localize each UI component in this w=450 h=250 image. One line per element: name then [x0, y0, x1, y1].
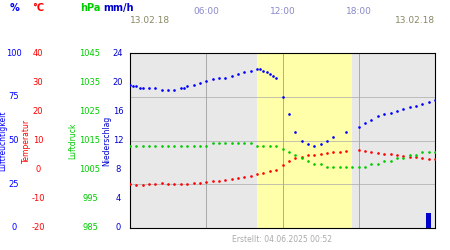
Text: 40: 40 [33, 48, 43, 58]
Text: 1045: 1045 [80, 48, 100, 58]
Text: -10: -10 [31, 194, 45, 203]
Text: 10: 10 [33, 136, 43, 145]
Text: 0: 0 [115, 224, 121, 232]
Text: 20: 20 [33, 107, 43, 116]
Bar [257, 53, 352, 228]
Text: 1025: 1025 [80, 107, 100, 116]
Text: 16: 16 [112, 107, 123, 116]
Text: 1015: 1015 [80, 136, 100, 145]
Text: 12:00: 12:00 [270, 7, 295, 16]
Text: 1005: 1005 [80, 165, 100, 174]
Bar [426, 214, 431, 228]
Text: 985: 985 [82, 224, 98, 232]
Text: Niederschlag: Niederschlag [103, 116, 112, 166]
Text: -20: -20 [31, 224, 45, 232]
Text: 06:00: 06:00 [194, 7, 219, 16]
Text: 18:00: 18:00 [346, 7, 372, 16]
Text: 50: 50 [9, 136, 19, 145]
Text: 8: 8 [115, 165, 121, 174]
Text: %: % [9, 3, 19, 13]
Text: 30: 30 [33, 78, 43, 87]
Text: hPa: hPa [80, 3, 100, 13]
Text: 25: 25 [9, 180, 19, 189]
Text: 12: 12 [113, 136, 123, 145]
Text: 4: 4 [115, 194, 121, 203]
Text: 13.02.18: 13.02.18 [395, 16, 435, 25]
Text: 20: 20 [113, 78, 123, 87]
Text: 0: 0 [11, 224, 17, 232]
Text: Luftdruck: Luftdruck [68, 122, 77, 159]
Text: 0: 0 [36, 165, 40, 174]
Text: 24: 24 [113, 48, 123, 58]
Text: 1035: 1035 [80, 78, 100, 87]
Text: mm/h: mm/h [103, 3, 133, 13]
Text: Erstellt: 04.06.2025 00:52: Erstellt: 04.06.2025 00:52 [233, 236, 333, 244]
Text: 995: 995 [82, 194, 98, 203]
Text: °C: °C [32, 3, 44, 13]
Text: 75: 75 [9, 92, 19, 101]
Text: Luftfeuchtigkeit: Luftfeuchtigkeit [0, 110, 8, 171]
Text: 13.02.18: 13.02.18 [130, 16, 170, 25]
Text: Temperatur: Temperatur [22, 118, 31, 162]
Text: 100: 100 [6, 48, 22, 58]
